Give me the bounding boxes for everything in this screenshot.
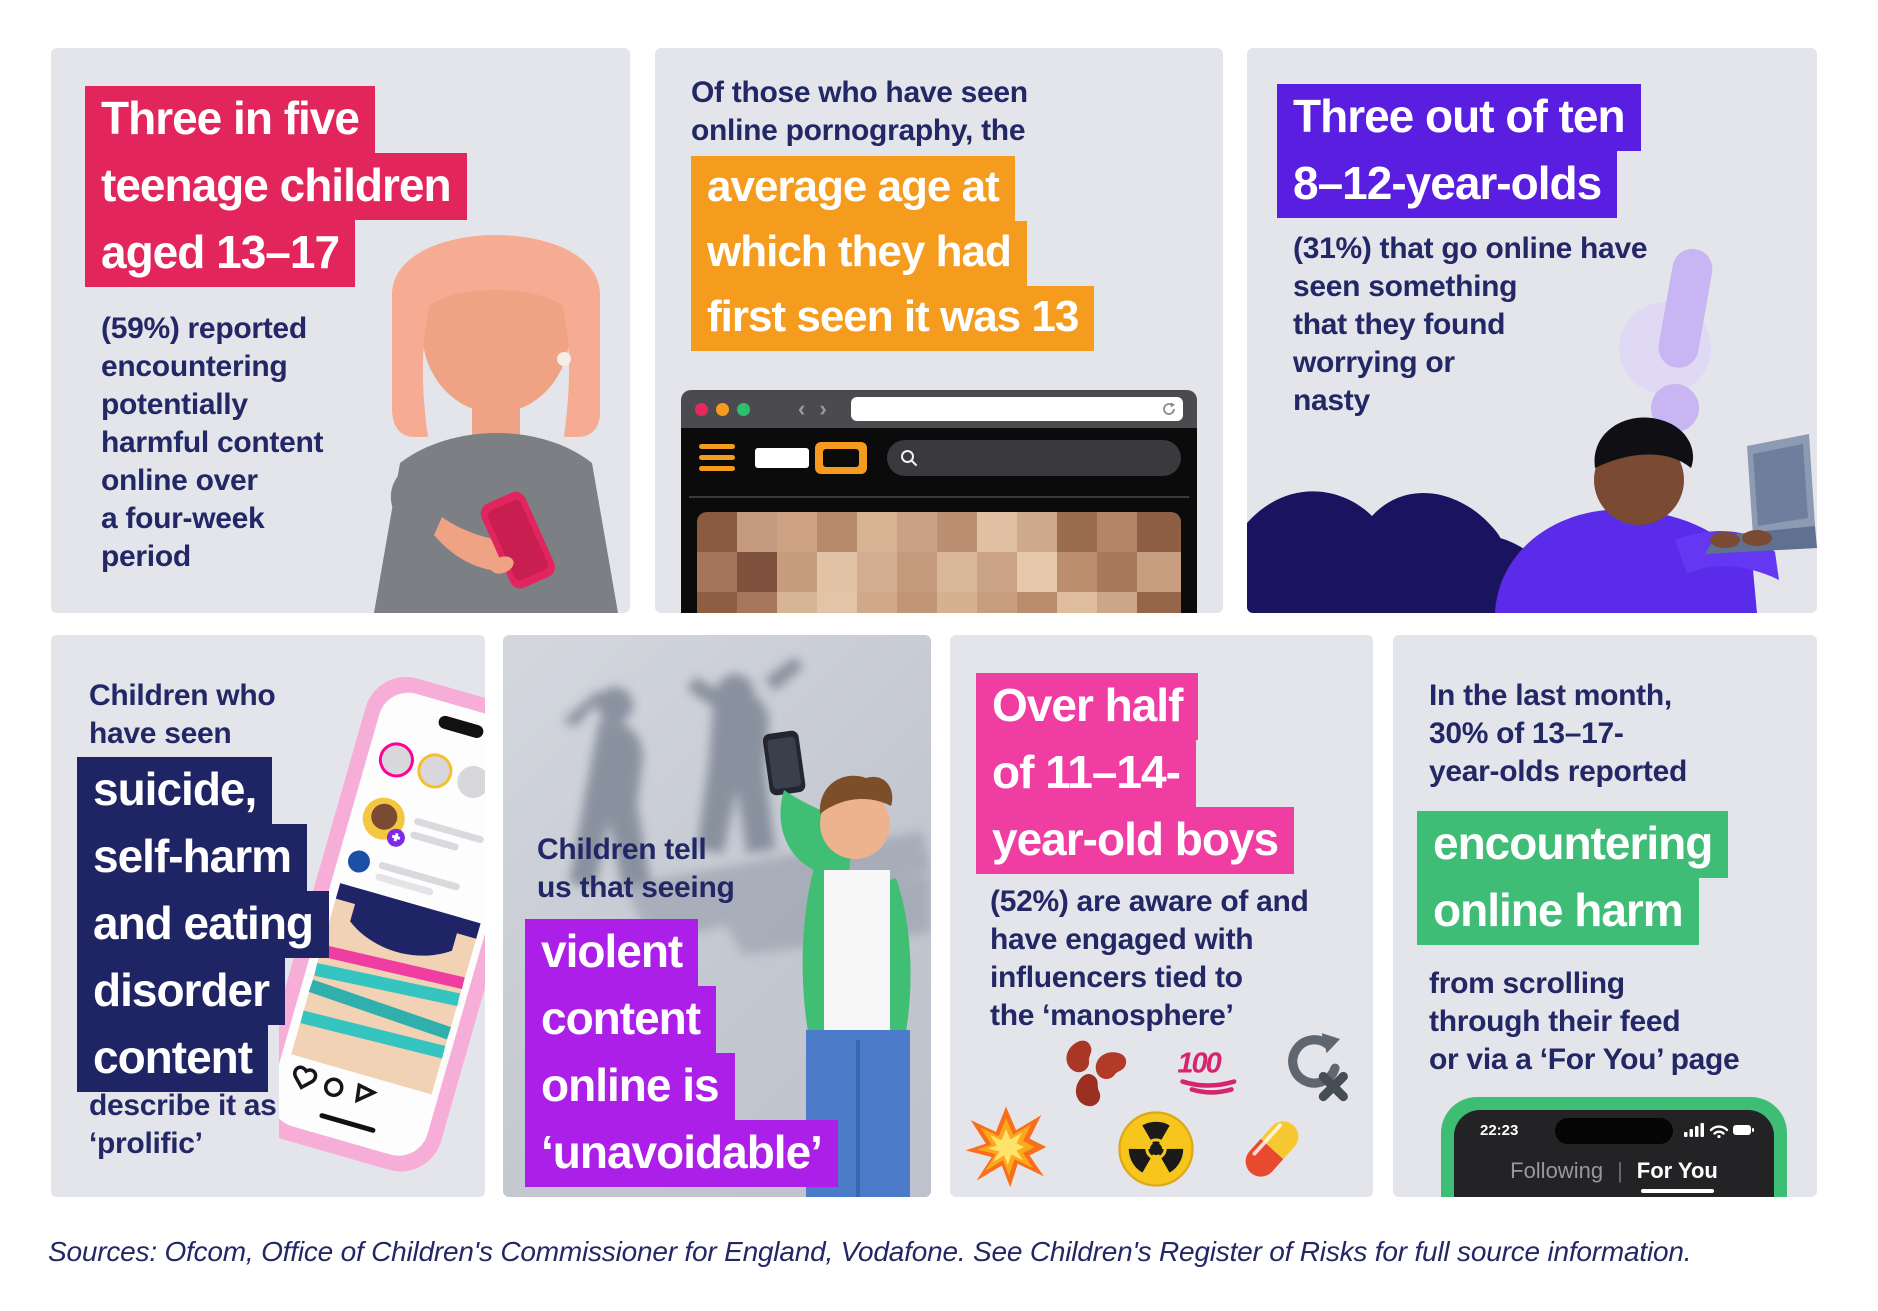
panel-online-harm-feed: In the last month, 30% of 13–17- year-ol…: [1393, 635, 1817, 1197]
battery-icon: [1733, 1125, 1754, 1135]
panel-body-text: (31%) that go online have seen something…: [1293, 232, 1648, 417]
headline-line: average age at: [691, 156, 1015, 221]
panel-intro-text: Children tell us that seeing: [537, 833, 735, 904]
window-control-dot-green: [737, 402, 750, 416]
headline-line: of 11–14-: [976, 739, 1196, 807]
headline-line: teenage children: [85, 152, 467, 220]
panel-body-text: (52%) are aware of and have engaged with…: [990, 885, 1309, 1032]
refresh-icon: [1163, 402, 1175, 415]
headline-line: content: [525, 985, 717, 1053]
sources-footnote: Sources: Ofcom, Office of Children's Com…: [48, 1236, 1692, 1267]
headline-line: and eating: [77, 890, 330, 958]
signal-icon: [1684, 1123, 1704, 1137]
boy-filming-illustration: [762, 730, 911, 1197]
hamburger-menu-icon: [699, 444, 735, 477]
panel-intro-text: Children who have seen: [89, 679, 276, 750]
window-control-dot-red: [695, 402, 708, 416]
panel-porn-average-age: Of those who have seen online pornograph…: [655, 48, 1223, 613]
status-time: 22:23: [1480, 1122, 1519, 1139]
panel-manosphere: Over half of 11–14- year-old boys (52%) …: [950, 635, 1373, 1197]
gender-symbol-emoji: [1288, 1033, 1348, 1102]
radioactive-emoji: [1118, 1111, 1194, 1187]
hundred-points-emoji: 100: [1177, 1047, 1237, 1095]
browser-title-bar: ‹›: [681, 390, 1197, 428]
headline-line: 8–12-year-olds: [1277, 150, 1618, 218]
address-bar: [850, 397, 1183, 421]
site-logo-right: [815, 442, 867, 474]
panel-body-text: from scrolling through their feed or via…: [1429, 967, 1740, 1076]
headline-line: self-harm: [77, 823, 308, 891]
window-control-dot-orange: [716, 402, 729, 416]
panel-body-text: describe it as ‘prolific’: [89, 1089, 277, 1160]
svg-text:100: 100: [1177, 1047, 1221, 1079]
blurred-pixelated-content: [697, 512, 1181, 613]
headline-line: Three in five: [85, 86, 375, 153]
search-icon: [901, 450, 917, 466]
collision-emoji: [965, 1106, 1047, 1188]
child-lying-with-laptop-illustration: [1247, 417, 1817, 613]
panel-headline: encountering online harm: [1417, 811, 1729, 945]
panel-headline: Three in five teenage children aged 13–1…: [85, 86, 467, 287]
browser-mockup: ‹›: [681, 390, 1197, 613]
phone-mockup: 22:23: [1441, 1097, 1787, 1197]
headline-line: year-old boys: [976, 806, 1295, 874]
phone-screen: 22:23: [1454, 1110, 1774, 1197]
panel-suicide-selfharm-content: Children who have seen suicide, self-har…: [51, 635, 485, 1197]
headline-line: Over half: [976, 673, 1199, 740]
headline-line: first seen it was 13: [691, 285, 1095, 351]
site-search-bar: [887, 440, 1181, 476]
back-forward-icons: ‹›: [798, 396, 841, 421]
notch: [1555, 1118, 1673, 1144]
headline-line: encountering: [1417, 811, 1729, 878]
headline-line: which they had: [691, 220, 1027, 286]
panel-intro-text: Of those who have seen online pornograph…: [691, 76, 1028, 147]
headline-line: suicide,: [77, 757, 273, 824]
panel-headline: violent content online is ‘unavoidable’: [525, 919, 838, 1187]
panel-headline: average age at which they had first seen…: [691, 156, 1095, 351]
headline-line: online is: [525, 1052, 735, 1120]
tab-separator: |: [1617, 1158, 1623, 1183]
panel-teen-harmful-content: Three in five teenage children aged 13–1…: [51, 48, 630, 613]
beans-emoji: [1066, 1040, 1127, 1107]
panel-body-text: (59%) reported encountering potentially …: [101, 312, 324, 573]
pill-emoji: [1245, 1121, 1299, 1177]
tab-for-you: For You: [1636, 1158, 1718, 1193]
pink-phone-icon: [480, 491, 555, 589]
exclamation-mark-illustration: [1619, 248, 1713, 433]
site-logo-left: [755, 448, 809, 468]
feed-tabs: Following | For You: [1454, 1158, 1774, 1193]
headline-line: disorder: [77, 957, 286, 1025]
adult-site-page: [681, 428, 1197, 613]
panel-headline: suicide, self-harm and eating disorder c…: [77, 757, 330, 1092]
headline-line: aged 13–17: [85, 219, 356, 287]
panel-intro-text: In the last month, 30% of 13–17- year-ol…: [1429, 679, 1688, 788]
headline-line: ‘unavoidable’: [525, 1119, 838, 1187]
panel-headline: Over half of 11–14- year-old boys: [976, 673, 1295, 874]
phone-with-body-image-feed-illustration: [279, 676, 485, 1172]
headline-line: Three out of ten: [1277, 84, 1641, 151]
wifi-icon: [1709, 1125, 1729, 1135]
status-icons: [1684, 1122, 1754, 1143]
girl-with-phone-illustration: [374, 235, 618, 613]
headline-line: violent: [525, 919, 699, 986]
panel-violent-content: Children tell us that seeing violent con…: [503, 635, 931, 1197]
headline-line: content: [77, 1024, 269, 1092]
panel-headline: Three out of ten 8–12-year-olds: [1277, 84, 1641, 218]
divider: [689, 496, 1189, 498]
tab-following: Following: [1510, 1158, 1604, 1183]
panel-young-children-worrying: Three out of ten 8–12-year-olds (31%) th…: [1247, 48, 1817, 613]
headline-line: online harm: [1417, 877, 1699, 945]
